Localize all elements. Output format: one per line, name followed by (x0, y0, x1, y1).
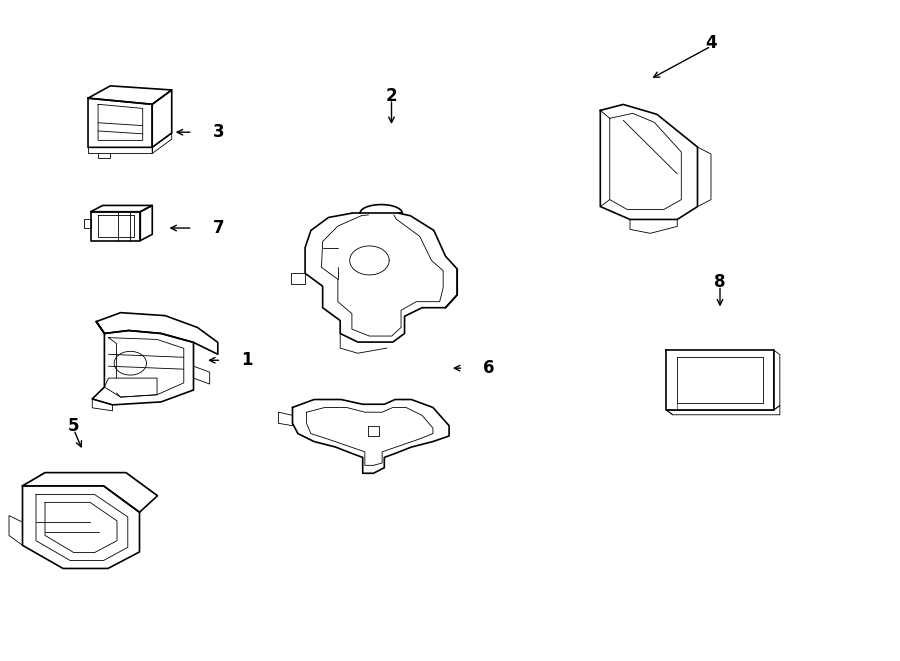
Polygon shape (360, 205, 402, 213)
Polygon shape (152, 90, 172, 147)
Text: 7: 7 (212, 219, 224, 237)
Polygon shape (91, 206, 152, 212)
Text: 1: 1 (241, 351, 253, 369)
Polygon shape (9, 516, 22, 545)
Polygon shape (88, 98, 152, 147)
Polygon shape (84, 219, 91, 228)
Polygon shape (92, 321, 194, 405)
Polygon shape (278, 412, 293, 426)
Text: 4: 4 (706, 34, 716, 52)
Polygon shape (92, 399, 112, 410)
Text: 3: 3 (212, 123, 224, 141)
Polygon shape (600, 104, 698, 219)
Polygon shape (22, 473, 158, 512)
Polygon shape (666, 406, 779, 415)
Polygon shape (292, 399, 449, 473)
Text: 5: 5 (68, 417, 79, 436)
Polygon shape (291, 274, 305, 284)
Polygon shape (774, 350, 779, 410)
Text: 8: 8 (715, 273, 725, 292)
Polygon shape (630, 219, 677, 233)
Text: 2: 2 (386, 87, 397, 105)
Text: 6: 6 (483, 359, 495, 377)
Polygon shape (88, 86, 172, 104)
Polygon shape (140, 206, 152, 241)
Polygon shape (666, 350, 774, 410)
Polygon shape (305, 213, 457, 342)
Polygon shape (22, 486, 140, 568)
Polygon shape (96, 313, 218, 354)
Polygon shape (698, 147, 711, 206)
Polygon shape (91, 212, 140, 241)
Polygon shape (194, 366, 210, 384)
